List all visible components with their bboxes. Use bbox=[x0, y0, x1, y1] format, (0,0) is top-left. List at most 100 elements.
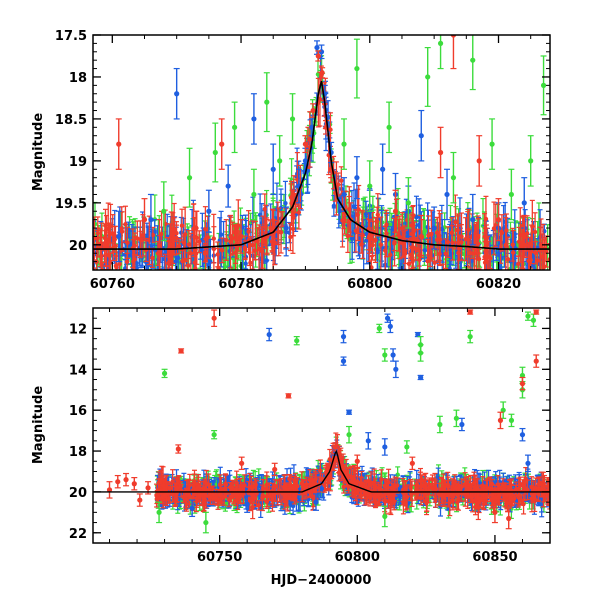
top-model-curve bbox=[93, 80, 550, 250]
top-axes: 60760 60780 60800 60820 17.5 18 18.5 19 19.5 20 bbox=[55, 29, 550, 292]
bottom-axes: 60750 60800 60850 12 14 16 18 20 22 bbox=[69, 307, 551, 565]
bottom-panel: 60750 60800 60850 12 14 16 18 20 22 Magnitude HJ… bbox=[31, 307, 551, 588]
y-tick-label: 16 bbox=[69, 404, 87, 419]
observation-point bbox=[372, 216, 378, 264]
data-point bbox=[403, 440, 410, 454]
observation-point bbox=[535, 486, 541, 501]
observation-point bbox=[277, 479, 283, 503]
data-point bbox=[417, 374, 424, 381]
observation-point bbox=[250, 220, 256, 270]
data-point bbox=[315, 50, 322, 62]
data-point bbox=[332, 442, 339, 452]
data-point bbox=[346, 409, 353, 415]
data-point bbox=[160, 181, 167, 242]
data-point bbox=[437, 126, 444, 179]
observation-point bbox=[510, 230, 516, 270]
observation-point bbox=[158, 469, 164, 490]
data-point bbox=[476, 135, 483, 187]
y-tick-label: 14 bbox=[69, 363, 87, 378]
observation-point bbox=[223, 219, 229, 261]
data-point bbox=[379, 143, 386, 196]
data-point bbox=[289, 93, 296, 145]
observation-point bbox=[425, 215, 431, 256]
top-dense-points bbox=[93, 50, 550, 270]
observation-point bbox=[106, 222, 112, 244]
observation-point bbox=[458, 224, 464, 261]
observation-point bbox=[374, 206, 380, 237]
data-point bbox=[271, 462, 278, 477]
data-point bbox=[381, 505, 388, 528]
observation-point bbox=[259, 484, 265, 512]
x-tick-label: 60800 bbox=[335, 550, 380, 565]
observation-point bbox=[119, 211, 125, 252]
observation-point bbox=[475, 234, 481, 254]
observation-point bbox=[403, 479, 409, 497]
observation-point bbox=[338, 166, 344, 196]
data-point bbox=[424, 46, 431, 107]
observation-point bbox=[378, 469, 384, 490]
observation-point bbox=[538, 218, 544, 270]
data-point bbox=[495, 198, 502, 242]
observation-point bbox=[247, 238, 253, 267]
data-point bbox=[310, 103, 317, 118]
data-point bbox=[417, 344, 424, 362]
data-point bbox=[353, 156, 360, 200]
data-point bbox=[418, 109, 425, 162]
observation-point bbox=[269, 486, 275, 512]
observation-point bbox=[505, 236, 511, 270]
observation-point bbox=[234, 470, 240, 496]
observation-point bbox=[541, 474, 547, 498]
data-point bbox=[131, 477, 138, 491]
observation-point bbox=[130, 239, 136, 270]
observation-point bbox=[292, 473, 298, 501]
data-point bbox=[319, 67, 326, 79]
data-point bbox=[384, 313, 391, 323]
observation-point bbox=[250, 494, 256, 520]
data-point bbox=[173, 67, 180, 120]
data-point bbox=[505, 507, 512, 530]
observation-point bbox=[110, 234, 116, 262]
data-point bbox=[189, 499, 196, 518]
observation-point bbox=[396, 218, 402, 252]
observation-point bbox=[425, 239, 431, 270]
observation-point bbox=[401, 230, 407, 257]
data-point bbox=[202, 511, 209, 534]
observation-point bbox=[363, 480, 369, 494]
data-point bbox=[312, 493, 319, 511]
observation-point bbox=[503, 217, 509, 270]
y-tick-label: 18 bbox=[69, 445, 87, 460]
data-point bbox=[508, 168, 515, 221]
data-point bbox=[469, 193, 476, 246]
data-point bbox=[283, 206, 290, 250]
observation-point bbox=[450, 224, 456, 261]
observation-point bbox=[299, 471, 305, 496]
data-point bbox=[161, 368, 168, 379]
observation-point bbox=[373, 483, 379, 509]
data-point bbox=[313, 40, 320, 55]
observation-point bbox=[517, 207, 523, 263]
data-point bbox=[519, 376, 526, 391]
y-tick-label: 12 bbox=[69, 322, 87, 337]
data-point bbox=[376, 323, 383, 334]
observation-point bbox=[466, 208, 472, 251]
data-point bbox=[540, 55, 547, 116]
data-point bbox=[141, 198, 148, 242]
observation-point bbox=[416, 248, 422, 270]
data-point bbox=[212, 122, 219, 183]
observation-point bbox=[483, 224, 489, 263]
y-tick-label: 19 bbox=[69, 155, 87, 170]
data-point bbox=[453, 409, 460, 428]
observation-point bbox=[367, 489, 373, 507]
data-point bbox=[533, 354, 540, 368]
observation-point bbox=[317, 459, 323, 482]
observation-point bbox=[445, 226, 451, 259]
bottom-dense-points bbox=[154, 432, 550, 521]
data-point bbox=[437, 35, 444, 70]
data-point bbox=[263, 72, 270, 133]
observation-point bbox=[216, 247, 222, 270]
data-point bbox=[519, 427, 526, 442]
data-point bbox=[238, 219, 245, 254]
data-point bbox=[341, 118, 348, 170]
observation-point bbox=[467, 483, 473, 497]
